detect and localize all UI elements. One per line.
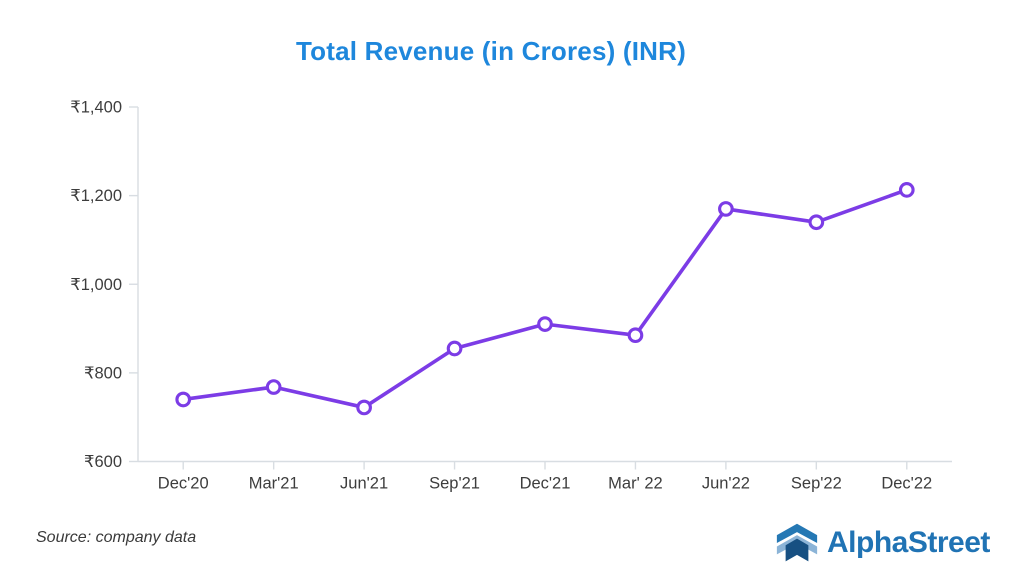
logo-dark-chevron bbox=[785, 538, 809, 562]
logo-top-chevron bbox=[776, 523, 818, 543]
source-note: Source: company data bbox=[36, 529, 197, 546]
y-tick-label: ₹600 bbox=[84, 453, 122, 471]
alphastreet-logo-text: AlphaStreet bbox=[827, 526, 990, 559]
data-point-marker bbox=[808, 214, 825, 231]
alphastreet-logo: AlphaStreet bbox=[776, 522, 990, 564]
data-point-marker bbox=[446, 340, 463, 357]
x-tick-label: Mar'21 bbox=[249, 475, 299, 493]
x-tick-label: Jun'22 bbox=[702, 475, 750, 493]
y-tick-label: ₹1,400 bbox=[70, 99, 122, 117]
alphastreet-logo-icon bbox=[776, 523, 818, 562]
data-point-marker bbox=[537, 316, 553, 332]
x-tick-label: Dec'22 bbox=[881, 475, 932, 493]
x-tick-label: Dec'20 bbox=[158, 475, 209, 493]
x-tick-label: Sep'22 bbox=[791, 475, 842, 493]
data-point-marker bbox=[175, 391, 192, 408]
data-point-marker bbox=[627, 327, 644, 344]
data-point-marker bbox=[356, 399, 372, 416]
revenue-series-line bbox=[181, 188, 909, 410]
x-tick-label: Dec'21 bbox=[520, 475, 571, 493]
chart-title: Total Revenue (in Crores) (INR) bbox=[296, 36, 686, 66]
x-tick-label: Sep'21 bbox=[429, 475, 480, 493]
x-tick-label: Jun'21 bbox=[340, 475, 388, 493]
data-point-marker bbox=[265, 379, 282, 395]
data-point-marker bbox=[898, 182, 915, 198]
data-point-marker bbox=[718, 201, 734, 217]
y-tick-label: ₹800 bbox=[84, 364, 122, 382]
y-tick-label: ₹1,000 bbox=[70, 276, 122, 294]
x-tick-label: Mar' 22 bbox=[608, 475, 663, 493]
y-tick-label: ₹1,200 bbox=[70, 187, 122, 205]
